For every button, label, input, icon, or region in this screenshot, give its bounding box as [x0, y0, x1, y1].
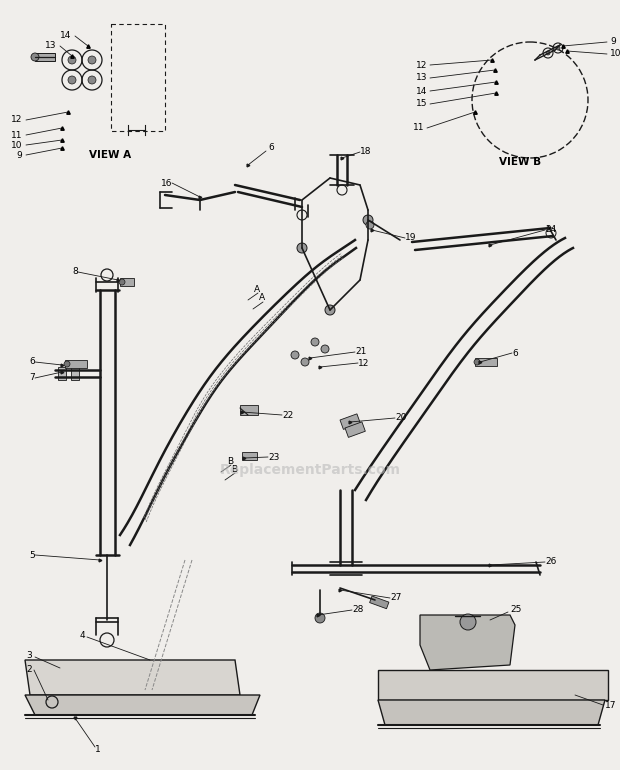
Circle shape — [64, 361, 70, 367]
Text: 9: 9 — [610, 38, 616, 46]
Text: 19: 19 — [405, 233, 417, 243]
Circle shape — [119, 279, 125, 285]
Text: 17: 17 — [605, 701, 616, 709]
Text: 5: 5 — [29, 551, 35, 560]
Text: 13: 13 — [415, 73, 427, 82]
Circle shape — [31, 53, 39, 61]
Text: B: B — [231, 466, 237, 474]
Text: 12: 12 — [11, 116, 22, 125]
Text: 6: 6 — [268, 143, 274, 152]
Circle shape — [311, 338, 319, 346]
Text: 6: 6 — [512, 349, 518, 357]
Bar — [370, 596, 389, 609]
Text: VIEW B: VIEW B — [499, 157, 541, 167]
Bar — [71, 367, 79, 380]
Circle shape — [315, 613, 325, 623]
Text: 15: 15 — [415, 99, 427, 109]
Text: 12: 12 — [358, 359, 370, 367]
Bar — [475, 358, 497, 366]
Circle shape — [325, 305, 335, 315]
Text: 10: 10 — [610, 49, 620, 59]
Polygon shape — [378, 670, 608, 700]
Polygon shape — [25, 695, 260, 715]
Text: 7: 7 — [29, 373, 35, 383]
Text: 22: 22 — [282, 410, 293, 420]
Text: 10: 10 — [11, 140, 22, 149]
Polygon shape — [420, 615, 515, 670]
Bar — [120, 278, 134, 286]
Circle shape — [301, 358, 309, 366]
Circle shape — [321, 345, 329, 353]
Circle shape — [363, 215, 373, 225]
Circle shape — [291, 351, 299, 359]
Text: 11: 11 — [412, 123, 424, 132]
Text: 8: 8 — [73, 267, 78, 276]
Bar — [345, 422, 365, 437]
Text: 28: 28 — [352, 605, 363, 614]
Text: 23: 23 — [268, 453, 280, 461]
Text: 18: 18 — [360, 148, 371, 156]
Polygon shape — [378, 700, 605, 725]
Circle shape — [297, 243, 307, 253]
Text: 1: 1 — [95, 745, 100, 755]
Text: 2: 2 — [27, 665, 32, 675]
Circle shape — [88, 76, 96, 84]
Circle shape — [556, 46, 560, 50]
Text: 9: 9 — [16, 150, 22, 159]
Circle shape — [68, 76, 76, 84]
Text: 14: 14 — [60, 32, 71, 41]
Circle shape — [88, 56, 96, 64]
Bar — [240, 405, 258, 415]
Bar — [242, 452, 257, 460]
Circle shape — [474, 359, 480, 365]
Text: B: B — [227, 457, 233, 467]
Text: 4: 4 — [79, 631, 85, 640]
Text: A: A — [259, 293, 265, 303]
Text: 27: 27 — [390, 594, 401, 602]
Text: 26: 26 — [545, 557, 556, 567]
Text: 11: 11 — [11, 130, 22, 139]
Bar — [35, 53, 55, 61]
Text: 24: 24 — [545, 226, 556, 235]
Bar — [58, 367, 66, 380]
Bar — [340, 413, 360, 430]
Text: 25: 25 — [510, 605, 521, 614]
Text: 12: 12 — [415, 61, 427, 69]
Circle shape — [460, 614, 476, 630]
Text: 3: 3 — [26, 651, 32, 659]
Text: 16: 16 — [161, 179, 172, 188]
Text: 20: 20 — [395, 413, 406, 423]
Text: VIEW A: VIEW A — [89, 150, 131, 160]
Text: ReplacementParts.com: ReplacementParts.com — [219, 463, 401, 477]
Text: 13: 13 — [45, 42, 56, 51]
Text: 21: 21 — [355, 347, 366, 357]
Circle shape — [68, 56, 76, 64]
Text: A: A — [254, 286, 260, 294]
Polygon shape — [25, 660, 240, 695]
Circle shape — [366, 221, 374, 229]
Text: 6: 6 — [29, 357, 35, 367]
Bar — [65, 360, 87, 368]
Text: 14: 14 — [415, 86, 427, 95]
Circle shape — [546, 51, 550, 55]
